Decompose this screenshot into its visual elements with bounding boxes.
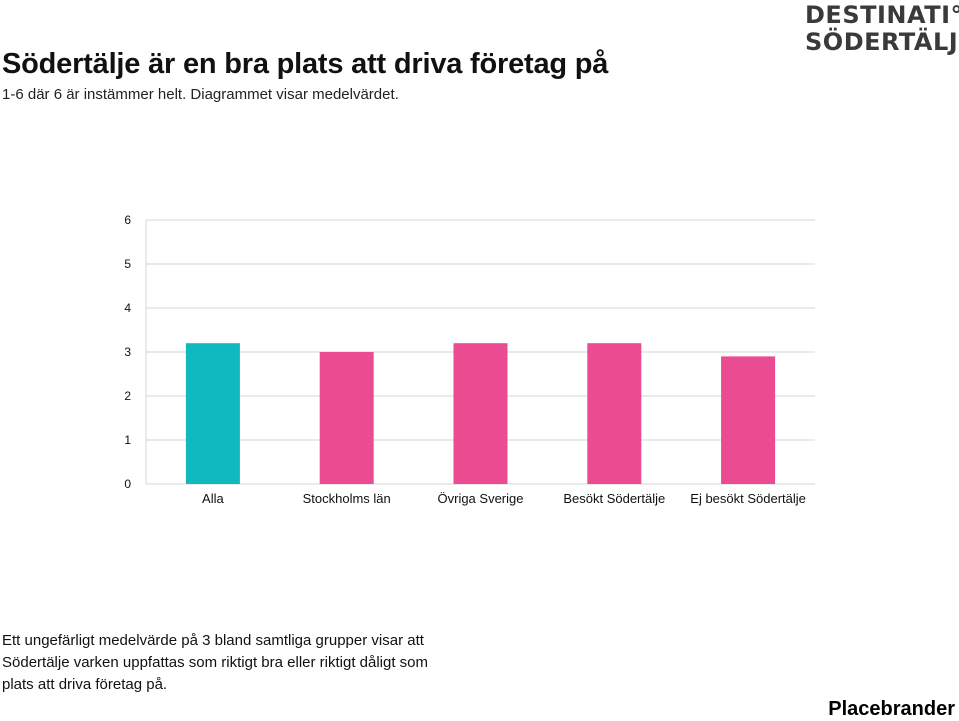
category-label: Alla bbox=[202, 491, 224, 506]
category-label: Stockholms län bbox=[303, 491, 391, 506]
destination-sodertalje-logo: DESTINATI°N SÖDERTÄLJE bbox=[805, 1, 959, 56]
y-tick-label: 3 bbox=[124, 345, 131, 359]
y-tick-label: 4 bbox=[124, 301, 131, 315]
y-tick-label: 0 bbox=[124, 477, 131, 491]
chart-subtitle: 1-6 där 6 är instämmer helt. Diagrammet … bbox=[2, 86, 399, 103]
category-label: Besökt Södertälje bbox=[563, 491, 665, 506]
bar-chart: 0 1 2 3 4 5 6 Alla Stockholms län Övriga Sverige B… bbox=[124, 213, 815, 506]
bar bbox=[319, 352, 374, 484]
y-tick-label: 5 bbox=[124, 257, 131, 271]
category-label: Övriga Sverige bbox=[438, 491, 524, 506]
chart-title: Södertälje är en bra plats att driva för… bbox=[2, 48, 609, 80]
category-label: Ej besökt Södertälje bbox=[690, 491, 806, 506]
bar bbox=[185, 343, 240, 484]
y-tick-label: 1 bbox=[124, 433, 131, 447]
bar bbox=[721, 356, 776, 484]
chart-note: Ett ungefärligt medelvärde på 3 bland sa… bbox=[2, 632, 429, 693]
y-tick-label: 2 bbox=[124, 389, 131, 403]
bar bbox=[453, 343, 508, 484]
bar bbox=[587, 343, 642, 484]
logo-line-1: DESTINATI°N bbox=[805, 1, 959, 29]
logo-line-2: SÖDERTÄLJE bbox=[805, 28, 959, 56]
y-tick-label: 6 bbox=[124, 213, 131, 227]
placebrander-logo: Placebrander bbox=[828, 698, 955, 720]
